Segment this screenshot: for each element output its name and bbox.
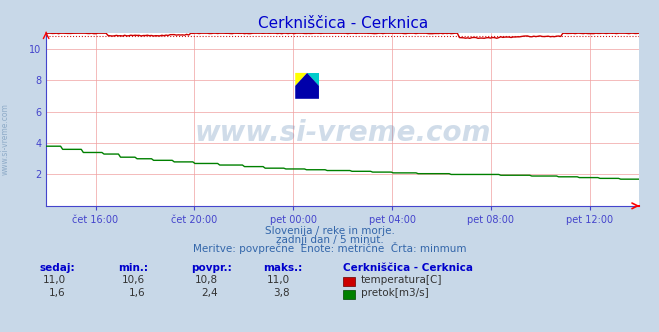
Text: 10,8: 10,8 xyxy=(194,275,217,285)
Text: 2,4: 2,4 xyxy=(201,288,217,298)
Text: 1,6: 1,6 xyxy=(129,288,145,298)
Text: Cerkniščica - Cerknica: Cerkniščica - Cerknica xyxy=(343,263,473,273)
Text: 11,0: 11,0 xyxy=(43,275,66,285)
Text: 11,0: 11,0 xyxy=(267,275,290,285)
Text: 1,6: 1,6 xyxy=(49,288,66,298)
Text: povpr.:: povpr.: xyxy=(191,263,232,273)
Polygon shape xyxy=(295,73,307,86)
Text: sedaj:: sedaj: xyxy=(40,263,75,273)
Text: Meritve: povprečne  Enote: metrične  Črta: minmum: Meritve: povprečne Enote: metrične Črta:… xyxy=(192,242,467,254)
Title: Cerkniščica - Cerknica: Cerkniščica - Cerknica xyxy=(258,16,428,31)
Text: temperatura[C]: temperatura[C] xyxy=(361,275,443,285)
Text: pretok[m3/s]: pretok[m3/s] xyxy=(361,288,429,298)
Text: 3,8: 3,8 xyxy=(273,288,290,298)
Text: 10,6: 10,6 xyxy=(122,275,145,285)
Text: zadnji dan / 5 minut.: zadnji dan / 5 minut. xyxy=(275,235,384,245)
Polygon shape xyxy=(307,73,319,86)
Text: min.:: min.: xyxy=(119,263,149,273)
Polygon shape xyxy=(295,73,319,99)
Text: www.si-vreme.com: www.si-vreme.com xyxy=(1,104,10,175)
Text: Slovenija / reke in morje.: Slovenija / reke in morje. xyxy=(264,226,395,236)
Text: www.si-vreme.com: www.si-vreme.com xyxy=(194,119,491,147)
Text: maks.:: maks.: xyxy=(264,263,303,273)
